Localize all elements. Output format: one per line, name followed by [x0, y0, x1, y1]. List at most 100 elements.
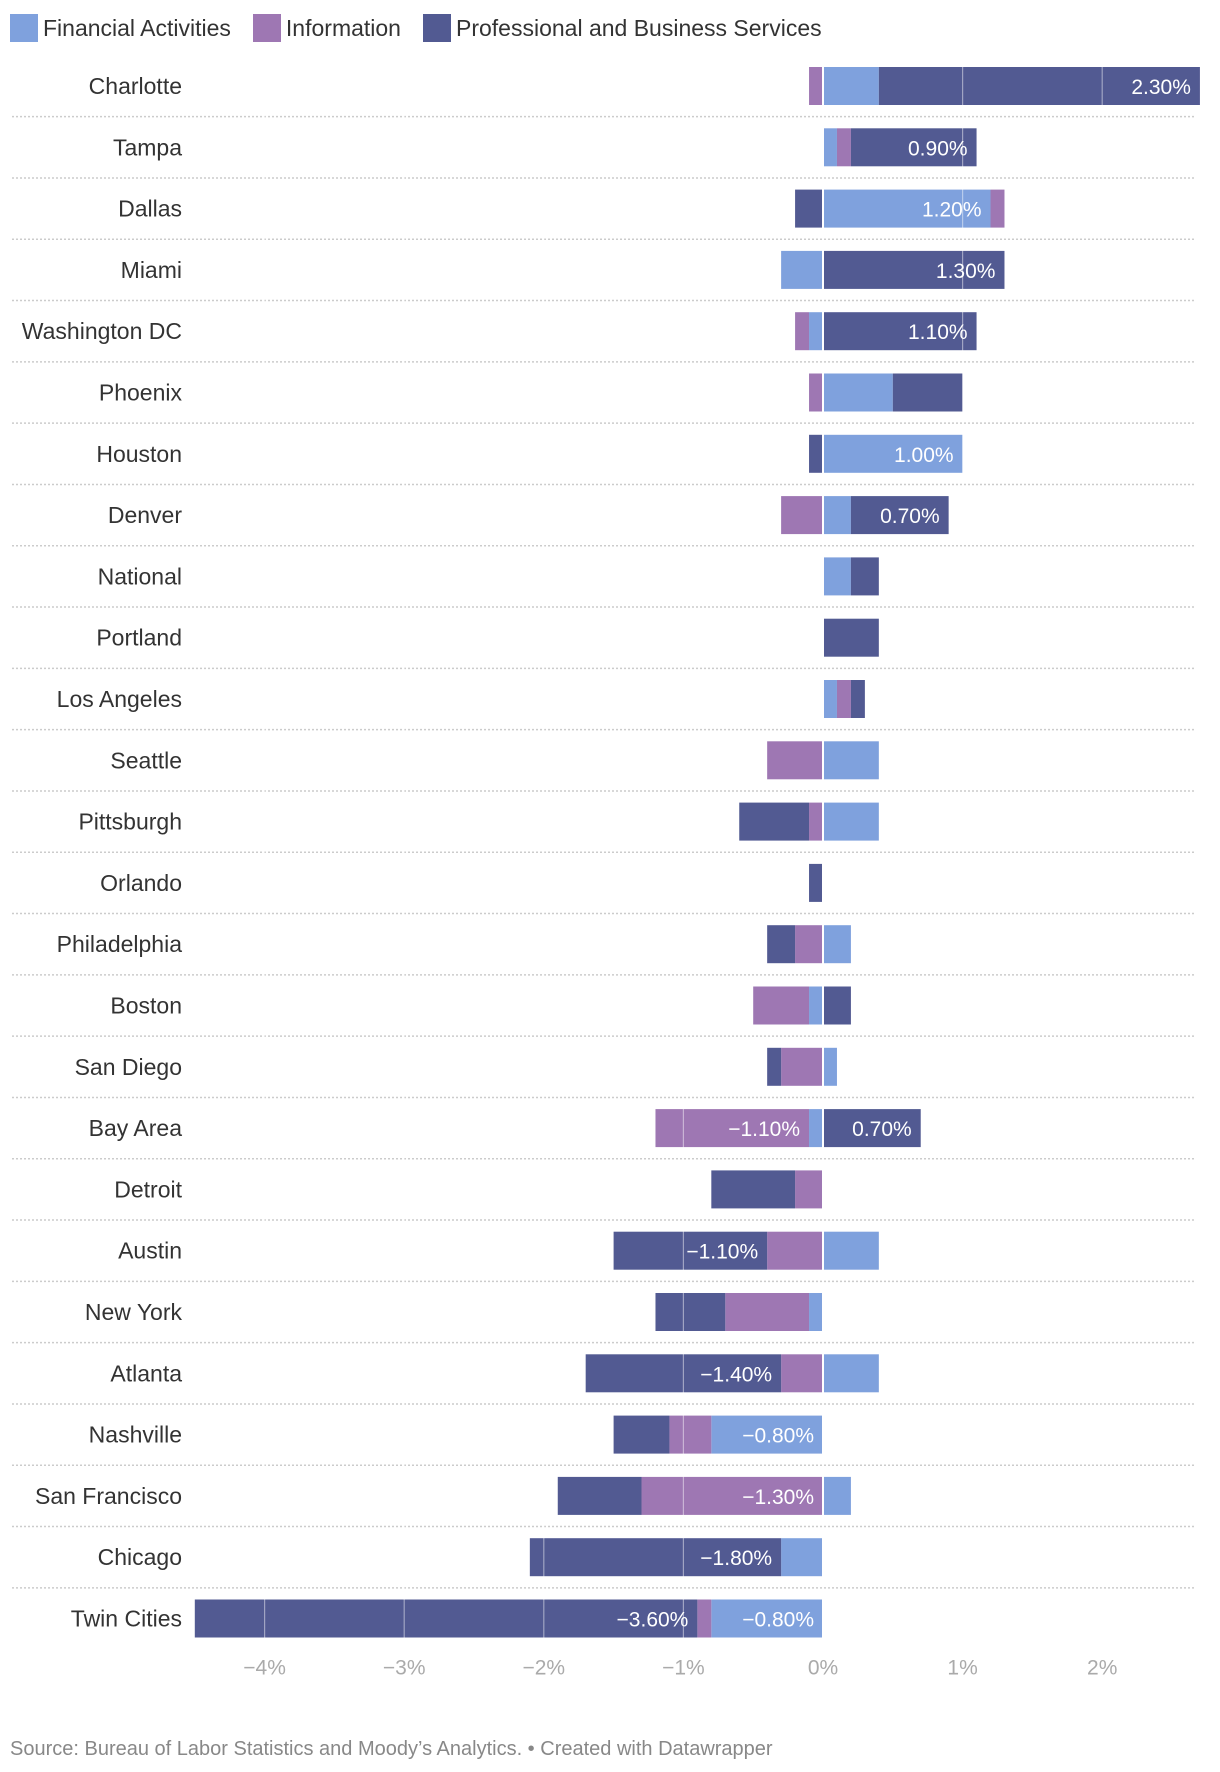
category-label-national: National — [98, 563, 182, 589]
value-label-bay-area-professional-and-business-services: 0.70% — [852, 1118, 912, 1141]
bar-charlotte-information — [809, 67, 823, 105]
value-label-bay-area-information: −1.10% — [728, 1118, 800, 1141]
bar-tampa-financial-activities — [823, 128, 837, 167]
category-label-boston: Boston — [110, 993, 182, 1019]
bar-san-diego-information — [781, 1047, 823, 1086]
value-label-miami-professional-and-business-services: 1.30% — [936, 260, 996, 283]
category-label-washington-dc: Washington DC — [22, 318, 182, 344]
category-label-denver: Denver — [108, 502, 182, 528]
bar-boston-financial-activities — [809, 986, 823, 1025]
bar-nashville-information — [669, 1415, 712, 1454]
category-label-orlando: Orlando — [100, 870, 182, 896]
bar-san-diego-professional-and-business-services — [767, 1047, 782, 1086]
value-label-san-francisco-information: −1.30% — [742, 1486, 814, 1509]
bar-austin-information — [767, 1231, 823, 1270]
category-label-atlanta: Atlanta — [110, 1360, 182, 1386]
bar-orlando-professional-and-business-services — [809, 863, 823, 902]
x-tick-label: −1% — [662, 1657, 705, 1680]
legend-label-professional-business-services: Professional and Business Services — [455, 14, 822, 41]
bar-bay-area-financial-activities — [809, 1109, 823, 1148]
category-label-san-diego: San Diego — [75, 1054, 182, 1080]
legend-item-information[interactable]: Information — [252, 14, 401, 42]
stacked-bar-chart: Charlotte Tampa Dallas Miami Washington DC Ph… — [12, 67, 1200, 1680]
value-label-atlanta-professional-and-business-services: −1.40% — [700, 1363, 772, 1386]
category-label-los-angeles: Los Angeles — [57, 686, 182, 712]
bar-denver-information — [781, 496, 823, 535]
bar-washington-dc-professional-and-business-services — [823, 312, 977, 351]
category-label-bay-area: Bay Area — [89, 1115, 183, 1141]
bar-pittsburgh-financial-activities — [823, 802, 879, 841]
bar-national-financial-activities — [823, 557, 851, 596]
category-label-austin: Austin — [118, 1238, 182, 1264]
bar-twin-cities-financial-activities — [711, 1599, 823, 1638]
value-label-dallas-financial-activities: 1.20% — [922, 199, 982, 222]
x-tick-label: 1% — [947, 1657, 977, 1680]
bar-austin-financial-activities — [823, 1231, 879, 1270]
bar-atlanta-financial-activities — [823, 1354, 879, 1393]
bar-san-francisco-financial-activities — [823, 1476, 851, 1515]
category-label-portland: Portland — [96, 625, 182, 651]
bar-national-professional-and-business-services — [850, 557, 879, 596]
bar-atlanta-information — [781, 1354, 823, 1393]
bar-phoenix-financial-activities — [823, 373, 893, 412]
bar-san-francisco-professional-and-business-services — [557, 1476, 642, 1515]
bar-dallas-financial-activities — [823, 189, 991, 228]
bar-washington-dc-information — [795, 312, 810, 351]
value-label-washington-dc-professional-and-business-services: 1.10% — [908, 321, 968, 344]
legend-item-financial-activities[interactable]: Financial Activities — [10, 14, 231, 42]
bar-seattle-information — [767, 741, 823, 780]
x-tick-label: −4% — [243, 1657, 286, 1680]
category-label-new-york: New York — [85, 1299, 183, 1325]
bar-los-angeles-information — [836, 680, 851, 718]
bar-detroit-professional-and-business-services — [711, 1170, 796, 1209]
value-label-twin-cities-professional-and-business-services: −3.60% — [617, 1609, 689, 1632]
bar-dallas-information — [990, 189, 1005, 228]
bar-dallas-professional-and-business-services — [795, 189, 823, 228]
category-label-nashville: Nashville — [89, 1422, 182, 1448]
category-label-detroit: Detroit — [114, 1176, 182, 1202]
x-tick-label: −3% — [383, 1657, 426, 1680]
bar-new-york-professional-and-business-services — [655, 1293, 726, 1331]
bar-san-diego-financial-activities — [823, 1047, 837, 1086]
category-label-phoenix: Phoenix — [99, 380, 183, 406]
legend-swatch-information — [252, 14, 281, 42]
bar-bay-area-information — [655, 1109, 810, 1148]
bar-new-york-information — [725, 1293, 810, 1331]
bar-nashville-financial-activities — [711, 1415, 823, 1454]
bar-washington-dc-financial-activities — [809, 312, 823, 351]
x-tick-label: −2% — [522, 1657, 565, 1680]
legend-swatch-financial-activities — [10, 14, 38, 42]
bar-denver-financial-activities — [823, 496, 851, 535]
legend-label-information: Information — [285, 14, 401, 41]
bar-philadelphia-information — [795, 925, 823, 964]
bar-tampa-professional-and-business-services — [850, 128, 977, 167]
bar-miami-professional-and-business-services — [823, 250, 1005, 289]
value-label-nashville-financial-activities: −0.80% — [742, 1425, 814, 1448]
value-label-chicago-professional-and-business-services: −1.80% — [700, 1547, 772, 1570]
chart-legend: Financial Activities Information Profess… — [10, 12, 844, 44]
category-label-twin-cities: Twin Cities — [71, 1606, 182, 1632]
category-label-seattle: Seattle — [110, 747, 182, 773]
value-label-twin-cities-financial-activities: −0.80% — [742, 1609, 814, 1632]
category-label-san-francisco: San Francisco — [35, 1483, 182, 1509]
bar-austin-professional-and-business-services — [613, 1231, 768, 1270]
bar-boston-professional-and-business-services — [823, 986, 851, 1025]
category-label-pittsburgh: Pittsburgh — [78, 809, 182, 835]
x-tick-label: 0% — [808, 1657, 838, 1680]
bar-charlotte-financial-activities — [823, 67, 879, 105]
bar-denver-professional-and-business-services — [850, 496, 949, 535]
bar-philadelphia-financial-activities — [823, 925, 851, 964]
x-tick-label: 2% — [1087, 1657, 1117, 1680]
bar-twin-cities-information — [697, 1599, 712, 1638]
value-label-houston-financial-activities: 1.00% — [894, 444, 954, 467]
bar-twin-cities-professional-and-business-services — [194, 1599, 698, 1638]
value-label-austin-professional-and-business-services: −1.10% — [686, 1241, 758, 1264]
legend-swatch-professional-business-services — [422, 14, 451, 42]
bar-pittsburgh-professional-and-business-services — [739, 802, 810, 841]
category-label-miami: Miami — [121, 257, 182, 283]
value-label-charlotte-professional-and-business-services: 2.30% — [1131, 76, 1191, 99]
bar-pittsburgh-information — [809, 802, 823, 841]
bar-nashville-professional-and-business-services — [613, 1415, 670, 1454]
legend-item-professional-business-services[interactable]: Professional and Business Services — [422, 14, 822, 42]
bar-chicago-professional-and-business-services — [529, 1538, 782, 1577]
